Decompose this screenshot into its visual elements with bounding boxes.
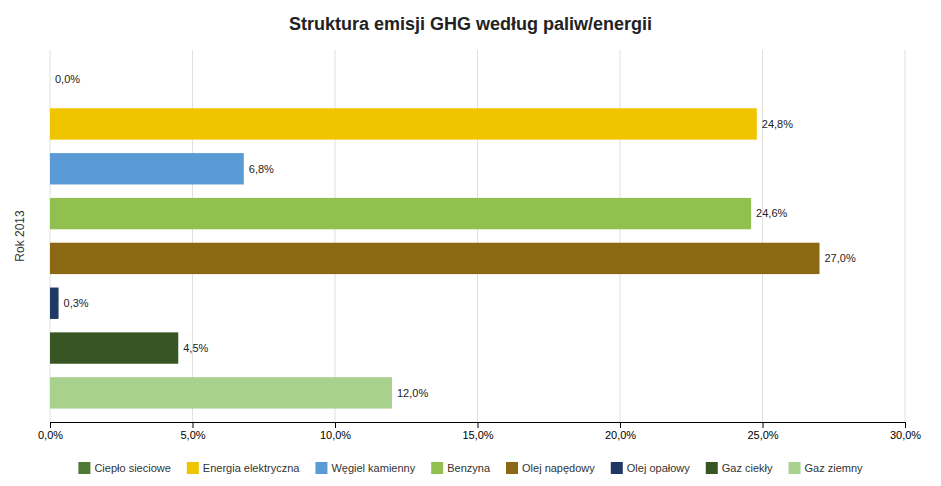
legend-item: Olej napędowy xyxy=(506,462,595,474)
grid-line xyxy=(50,50,51,422)
legend-label: Olej opałowy xyxy=(627,462,690,474)
legend-swatch xyxy=(789,462,801,474)
legend-label: Olej napędowy xyxy=(522,462,595,474)
bar xyxy=(50,153,244,184)
tick-line xyxy=(335,422,336,428)
legend-label: Energia elektryczna xyxy=(203,462,300,474)
legend-label: Gaz ziemny xyxy=(805,462,864,474)
bar xyxy=(50,243,820,274)
y-axis-title: Rok 2013 xyxy=(13,210,27,262)
tick-label: 10,0% xyxy=(320,429,351,441)
tick-label: 0,0% xyxy=(38,429,63,441)
bar xyxy=(50,63,51,94)
data-label: 27,0% xyxy=(825,252,856,264)
legend-item: Gaz ciekły xyxy=(706,462,773,474)
bar xyxy=(50,288,59,319)
x-axis: 0,0% 5,0% 10,0% 15,0% 20,0% 25,0% 30,0% xyxy=(38,422,921,441)
legend-label: Węgiel kamienny xyxy=(331,462,415,474)
legend-label: Ciepło sieciowe xyxy=(94,462,170,474)
grid-line xyxy=(477,50,478,422)
bar xyxy=(50,377,392,408)
data-label: 24,8% xyxy=(762,118,793,130)
bar xyxy=(50,198,751,229)
legend-swatch xyxy=(315,462,327,474)
grid-line xyxy=(620,50,621,422)
data-label: 12,0% xyxy=(397,387,428,399)
chart-title: Struktura emisji GHG według paliw/energi… xyxy=(289,14,652,34)
tick-label: 25,0% xyxy=(747,429,778,441)
legend-swatch xyxy=(78,462,90,474)
tick: 25,0% xyxy=(747,422,778,441)
tick-line xyxy=(763,422,764,428)
data-label: 24,6% xyxy=(756,207,787,219)
tick-label: 5,0% xyxy=(180,429,205,441)
data-label: 0,0% xyxy=(55,73,80,85)
legend-swatch xyxy=(187,462,199,474)
legend: Ciepło sieciowe Energia elektryczna Węgiel… xyxy=(78,462,863,474)
data-labels: 0,0% 24,8% 6,8% 24,6% 27,0% 0,3% 4,5% 12,0% xyxy=(55,73,856,399)
data-label: 0,3% xyxy=(64,297,89,309)
grid-line xyxy=(192,50,193,422)
legend-item: Energia elektryczna xyxy=(187,462,300,474)
chart-container: Struktura emisji GHG według paliw/energi… xyxy=(0,0,941,486)
data-label: 4,5% xyxy=(183,342,208,354)
tick-line xyxy=(620,422,621,428)
tick-line xyxy=(193,422,194,428)
tick-line xyxy=(50,422,51,428)
data-label: 6,8% xyxy=(249,163,274,175)
chart-svg: Struktura emisji GHG według paliw/energi… xyxy=(0,0,941,486)
legend-item: Gaz ziemny xyxy=(789,462,864,474)
tick: 15,0% xyxy=(462,422,493,441)
legend-item: Ciepło sieciowe xyxy=(78,462,170,474)
grid-line xyxy=(905,50,906,422)
tick-line xyxy=(478,422,479,428)
tick: 10,0% xyxy=(320,422,351,441)
tick-label: 30,0% xyxy=(890,429,921,441)
legend-swatch xyxy=(431,462,443,474)
axis-domain xyxy=(51,423,906,429)
tick-label: 15,0% xyxy=(462,429,493,441)
legend-item: Węgiel kamienny xyxy=(315,462,415,474)
bar xyxy=(50,332,178,363)
legend-item: Benzyna xyxy=(431,462,491,474)
tick-line xyxy=(905,422,906,428)
legend-swatch xyxy=(611,462,623,474)
bar xyxy=(50,108,757,139)
legend-label: Benzyna xyxy=(447,462,491,474)
legend-label: Gaz ciekły xyxy=(722,462,773,474)
legend-swatch xyxy=(706,462,718,474)
tick: 5,0% xyxy=(180,422,205,441)
grid xyxy=(50,50,905,422)
tick: 20,0% xyxy=(605,422,636,441)
grid-line xyxy=(335,50,336,422)
tick-label: 20,0% xyxy=(605,429,636,441)
bars xyxy=(50,108,820,408)
tick: 30,0% xyxy=(890,422,921,441)
grid-line xyxy=(762,50,763,422)
legend-swatch xyxy=(506,462,518,474)
legend-item: Olej opałowy xyxy=(611,462,690,474)
tick: 0,0% xyxy=(38,422,63,441)
